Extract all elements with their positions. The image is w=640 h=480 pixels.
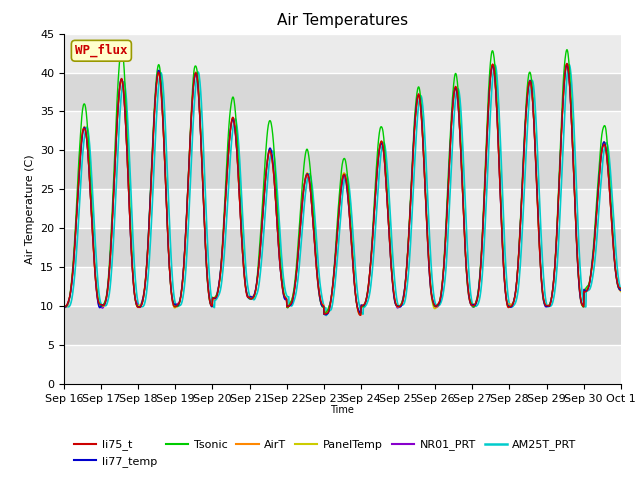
Bar [64, 72, 621, 111]
Bar [64, 150, 621, 189]
Bar [64, 34, 621, 72]
Bar [64, 189, 621, 228]
Bar [64, 267, 621, 306]
Bar [64, 228, 621, 267]
Y-axis label: Air Temperature (C): Air Temperature (C) [24, 154, 35, 264]
Bar [64, 345, 621, 384]
X-axis label: Time: Time [330, 405, 355, 415]
Title: Air Temperatures: Air Temperatures [277, 13, 408, 28]
Text: WP_flux: WP_flux [75, 44, 127, 58]
Bar [64, 306, 621, 345]
Legend: li75_t, li77_temp, Tsonic, AirT, PanelTemp, NR01_PRT, AM25T_PRT: li75_t, li77_temp, Tsonic, AirT, PanelTe… [70, 435, 581, 471]
Bar [64, 111, 621, 150]
